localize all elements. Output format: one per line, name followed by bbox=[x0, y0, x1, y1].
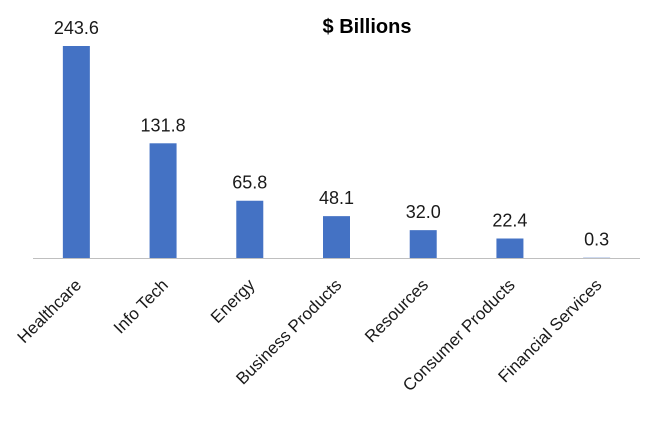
bars-group bbox=[62, 46, 611, 258]
data-label: 243.6 bbox=[54, 18, 99, 38]
bar-resources bbox=[409, 230, 437, 258]
chart-title: $ Billions bbox=[323, 16, 412, 38]
data-label: 131.8 bbox=[141, 115, 186, 135]
category-label: Healthcare bbox=[14, 275, 86, 347]
data-label: 0.3 bbox=[584, 230, 609, 250]
bar-consumer-products bbox=[496, 238, 524, 258]
bar-business-products bbox=[323, 216, 350, 258]
data-labels-group: 243.6 131.8 65.8 48.1 32.0 22.4 0.3 bbox=[54, 18, 609, 250]
data-label: 48.1 bbox=[319, 188, 354, 208]
category-label: Resources bbox=[361, 275, 432, 346]
bar-healthcare bbox=[62, 46, 90, 258]
category-label: Energy bbox=[207, 275, 259, 327]
data-label: 32.0 bbox=[406, 202, 441, 222]
data-label: 65.8 bbox=[232, 173, 267, 193]
bar-energy bbox=[236, 200, 264, 258]
data-label: 22.4 bbox=[492, 211, 527, 231]
bar-info-tech bbox=[149, 143, 177, 258]
category-label: Info Tech bbox=[110, 275, 172, 337]
